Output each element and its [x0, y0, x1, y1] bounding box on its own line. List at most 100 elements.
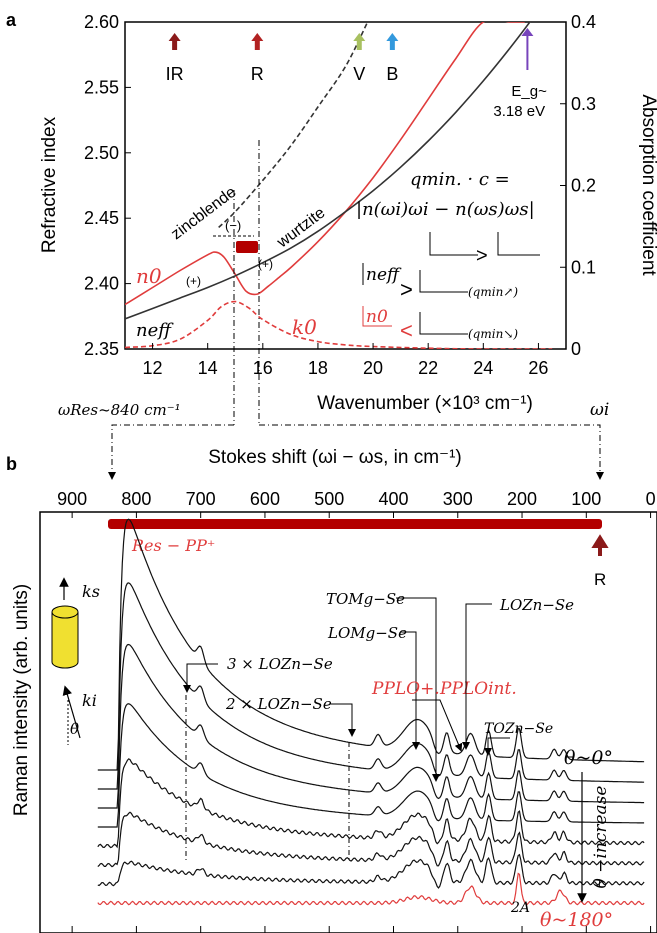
panel-a-ylabel: Refractive index	[39, 116, 60, 253]
x-tick-label-a: 24	[473, 358, 493, 378]
resonance-box	[236, 241, 258, 253]
x-tick-label-b: 0	[646, 489, 656, 509]
label-2a: 2A	[510, 900, 530, 916]
x-tick-label-a: 12	[143, 358, 163, 378]
x-tick-label-b: 500	[314, 489, 344, 509]
marker-arrow-head	[353, 33, 366, 41]
pointer-to-mgse	[396, 597, 440, 782]
label-ki: ki	[82, 691, 97, 710]
panel-b-ylabel: Raman intensity (arb. units)	[11, 584, 32, 816]
panel-b-title: Stokes shift (ωi − ωs, in cm⁻¹)	[208, 447, 462, 468]
y2-tick-label-a: 0	[571, 339, 581, 359]
sample-cylinder-icon	[51, 577, 81, 745]
x-tick-label-b: 900	[57, 489, 87, 509]
raman-spectra	[97, 518, 645, 906]
x-tick-label-b: 300	[443, 489, 473, 509]
legend-lt: <	[400, 318, 413, 343]
marker-label: R	[251, 64, 264, 84]
label-pp-lo-int: PPLOint.	[439, 679, 517, 699]
panel-b-ticks: 900 800 700 600 500 400 300 200 100 0	[57, 489, 656, 933]
legend-gt: >	[400, 277, 413, 302]
panel-b-frame	[39, 511, 657, 933]
raman-spectrum-line	[97, 811, 645, 868]
x-tick-label-b: 200	[507, 489, 537, 509]
raman-spectrum-line	[97, 872, 645, 906]
panel-a-light-markers: IR R V B E_g~ 3.18 eV	[166, 28, 547, 120]
panel-a-plot: 12 14 16 18 20 22 24 26 2.35 2.40 2.45 2.50 2.55 2.60…	[39, 12, 657, 425]
x-tick-label-b: 800	[121, 489, 151, 509]
panel-a-y2label: Absorption coefficient	[638, 94, 657, 276]
label-theta-0: θ~0°	[564, 747, 613, 769]
raman-spectrum-line	[97, 758, 645, 849]
series-k-0	[125, 300, 553, 349]
y2-tick-label-a: 0.3	[571, 94, 596, 114]
x-tick-label-a: 18	[308, 358, 328, 378]
y-tick-label-a: 2.60	[84, 12, 119, 32]
marker-label: B	[386, 64, 398, 84]
legend-qmin-down: (qmin↘)	[468, 327, 518, 341]
annotation-minus: (−)	[225, 218, 241, 233]
connector-right	[259, 424, 604, 480]
annotation-plus-left: (+)	[186, 274, 201, 288]
pointer-3lo	[183, 663, 218, 693]
r-label-b: R	[594, 570, 606, 589]
panel-label-a: a	[6, 10, 17, 30]
x-tick-label-b: 600	[250, 489, 280, 509]
panel-a-ticks: 12 14 16 18 20 22 24 26 2.35 2.40 2.45 2.50 2.55 2.60…	[84, 12, 596, 378]
resonance-pp-bar	[108, 519, 602, 529]
connector-left	[108, 424, 234, 480]
y2-tick-label-a: 0.2	[571, 176, 596, 196]
marker-arrow-head	[251, 33, 264, 41]
x-tick-label-a: 16	[253, 358, 273, 378]
label-to-znse: TOZn−Se	[484, 721, 553, 737]
marker-label-eg: E_g~	[511, 83, 547, 100]
y2-tick-label-a: 0.1	[571, 257, 596, 277]
raman-spectrum-line	[97, 518, 645, 771]
equation-bracket-right	[497, 232, 540, 256]
legend-n0-bracket	[362, 306, 392, 327]
raman-spectrum-line	[97, 853, 645, 889]
raman-spectrum-line	[97, 643, 645, 809]
panel-a-curves	[125, 22, 553, 349]
legend-n0: n0	[366, 307, 388, 327]
curve-label-n0: n0	[136, 264, 162, 288]
label-pp-lo-plus: PPLO+.	[371, 679, 440, 699]
y-tick-label-a: 2.40	[84, 274, 119, 294]
annotation-zincblende: zincblende	[168, 184, 239, 244]
curve-label-neff: neff	[136, 320, 174, 341]
omega-i-label: ωi	[590, 400, 609, 420]
label-theta-increase: θ −increase	[591, 786, 611, 889]
legend-neff-line	[419, 270, 468, 293]
label-ks: ks	[82, 582, 100, 601]
marker-arrow-head	[386, 33, 399, 41]
label-theta-180: θ~180°	[540, 909, 613, 931]
curve-label-k0: k0	[292, 315, 317, 339]
label-3lo: 3 × LOZn−Se	[227, 655, 333, 673]
marker-label-eg-value: 3.18 eV	[493, 103, 545, 120]
marker-label: V	[353, 64, 365, 84]
x-tick-label-a: 14	[198, 358, 218, 378]
panel-a-xlabel: Wavenumber (×10³ cm⁻¹)	[317, 393, 533, 414]
label-lo-mgse: LOMg−Se	[327, 624, 407, 642]
equation-line-1: qmin. · c =	[410, 169, 510, 190]
marker-arrow-head	[521, 28, 534, 36]
x-tick-label-b: 400	[378, 489, 408, 509]
legend-neff: neff	[366, 265, 402, 285]
raman-spectrum-line	[97, 703, 645, 828]
x-tick-label-b: 700	[186, 489, 216, 509]
equation-bracket-left	[429, 232, 478, 256]
y-tick-label-a: 2.55	[84, 77, 119, 97]
series-n-0	[125, 22, 525, 306]
annotation-plus-right: (+)	[258, 257, 273, 271]
annotation-wurtzite: wurtzite	[273, 204, 328, 251]
x-tick-label-a: 20	[363, 358, 383, 378]
y2-tick-label-a: 0.4	[571, 12, 596, 32]
panel-label-b: b	[6, 454, 17, 474]
pointer-to-znse	[484, 737, 510, 756]
marker-arrow-head	[168, 33, 181, 41]
legend-qmin-up: (qmin↗)	[468, 285, 518, 299]
pointer-lo-mgse	[400, 631, 420, 750]
label-to-mgse: TOMg−Se	[326, 590, 405, 608]
pointer-2lo	[330, 703, 356, 737]
